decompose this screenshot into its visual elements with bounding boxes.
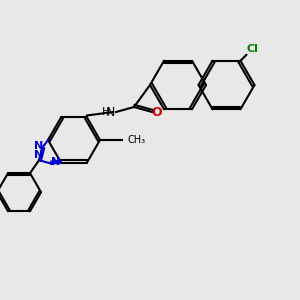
Text: N: N [106,106,115,118]
Text: Cl: Cl [247,44,258,54]
Text: CH₃: CH₃ [127,135,145,145]
Text: N: N [51,157,60,166]
Text: N: N [34,150,43,160]
Text: H: H [102,107,110,117]
Text: N: N [34,141,43,151]
Text: O: O [152,106,162,118]
